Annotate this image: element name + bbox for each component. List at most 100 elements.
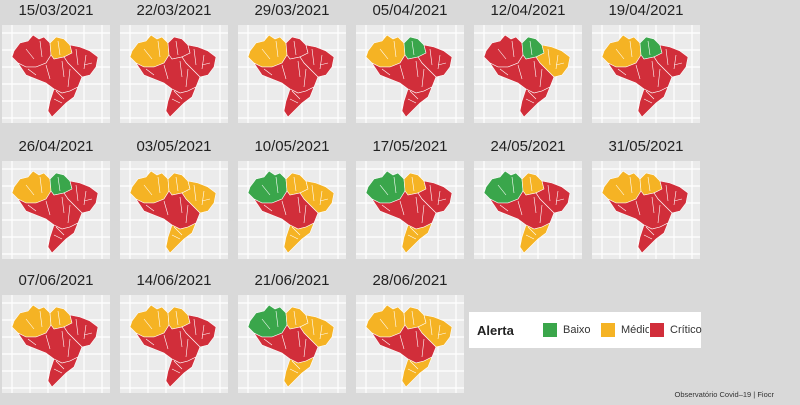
state-borders xyxy=(497,176,565,240)
region-north-west xyxy=(601,34,642,68)
panel-date: 26/04/2021 xyxy=(18,138,94,155)
region-south xyxy=(283,222,315,254)
region-northeast-region xyxy=(63,314,99,348)
state-borders xyxy=(261,176,329,240)
panel-date: 05/04/2021 xyxy=(372,2,448,19)
brazil-map xyxy=(356,25,464,123)
region-north-west xyxy=(11,304,52,338)
map-panel: 10/05/2021 xyxy=(236,136,348,264)
region-north-west xyxy=(129,34,170,68)
brazil-map xyxy=(592,25,700,123)
map-panel: 12/04/2021 xyxy=(472,0,584,128)
region-center xyxy=(135,324,201,364)
region-center xyxy=(135,190,201,230)
panel-date: 29/03/2021 xyxy=(254,2,330,19)
region-south xyxy=(283,356,315,388)
panel-date: 17/05/2021 xyxy=(372,138,448,155)
region-south xyxy=(47,356,79,388)
map-panel: 26/04/2021 xyxy=(0,136,112,264)
region-center xyxy=(17,54,83,94)
region-south xyxy=(165,222,197,254)
region-northeast-region xyxy=(181,180,217,214)
map-plot xyxy=(474,161,582,259)
region-center xyxy=(489,54,555,94)
legend-label-medio: Médio xyxy=(621,324,651,336)
region-northeast-region xyxy=(653,180,689,214)
region-north-west xyxy=(365,170,406,204)
panel-date: 03/05/2021 xyxy=(136,138,212,155)
region-center xyxy=(253,324,319,364)
map-plot xyxy=(356,161,464,259)
map-plot xyxy=(120,25,228,123)
legend-swatch-baixo xyxy=(542,322,558,338)
region-northeast-region xyxy=(535,180,571,214)
region-center xyxy=(253,54,319,94)
region-northeast-region xyxy=(181,314,217,348)
region-south xyxy=(519,222,551,254)
brazil-map xyxy=(592,161,700,259)
region-center xyxy=(607,54,673,94)
region-south xyxy=(165,86,197,118)
brazil-map xyxy=(238,295,346,393)
state-borders xyxy=(379,310,447,374)
legend-swatch-critico xyxy=(649,322,665,338)
brazil-map xyxy=(474,25,582,123)
map-plot xyxy=(592,161,700,259)
region-center xyxy=(371,324,437,364)
region-center xyxy=(17,324,83,364)
brazil-map xyxy=(2,161,110,259)
brazil-map xyxy=(474,161,582,259)
legend-label-baixo: Baixo xyxy=(563,324,591,336)
map-panel: 22/03/2021 xyxy=(118,0,230,128)
region-center xyxy=(135,54,201,94)
region-northeast-region xyxy=(299,314,335,348)
panel-date: 19/04/2021 xyxy=(608,2,684,19)
region-northeast-region xyxy=(417,44,453,78)
region-north-west xyxy=(247,304,288,338)
region-north-west xyxy=(483,170,524,204)
legend-swatch-medio xyxy=(600,322,616,338)
map-plot xyxy=(238,295,346,393)
panel-date: 10/05/2021 xyxy=(254,138,330,155)
map-plot xyxy=(238,161,346,259)
brazil-map xyxy=(2,25,110,123)
state-borders xyxy=(615,176,683,240)
map-plot xyxy=(238,25,346,123)
region-northeast-region xyxy=(299,44,335,78)
map-plot xyxy=(2,161,110,259)
state-borders xyxy=(379,40,447,104)
legend: Alerta Baixo Médio Crítico xyxy=(469,312,702,348)
map-panel: 19/04/2021 xyxy=(590,0,702,128)
brazil-map xyxy=(120,295,228,393)
region-south xyxy=(637,86,669,118)
region-north-west xyxy=(365,304,406,338)
state-borders xyxy=(615,40,683,104)
state-borders xyxy=(25,310,93,374)
region-north-west xyxy=(365,34,406,68)
map-panel: 31/05/2021 xyxy=(590,136,702,264)
region-center xyxy=(489,190,555,230)
region-center xyxy=(253,190,319,230)
panel-date: 07/06/2021 xyxy=(18,272,94,289)
region-center xyxy=(371,190,437,230)
map-plot xyxy=(2,295,110,393)
legend-title: Alerta xyxy=(477,323,514,338)
map-plot xyxy=(356,295,464,393)
state-borders xyxy=(143,310,211,374)
map-panel: 21/06/2021 xyxy=(236,270,348,398)
region-south xyxy=(401,222,433,254)
brazil-map xyxy=(356,295,464,393)
region-south xyxy=(637,222,669,254)
brazil-map xyxy=(238,25,346,123)
region-north-west xyxy=(129,304,170,338)
state-borders xyxy=(379,176,447,240)
region-northeast-region xyxy=(63,44,99,78)
state-borders xyxy=(143,176,211,240)
state-borders xyxy=(25,40,93,104)
region-south xyxy=(519,86,551,118)
region-north-west xyxy=(247,34,288,68)
brazil-map xyxy=(120,25,228,123)
region-northeast-region xyxy=(181,44,217,78)
panel-date: 21/06/2021 xyxy=(254,272,330,289)
region-center xyxy=(607,190,673,230)
